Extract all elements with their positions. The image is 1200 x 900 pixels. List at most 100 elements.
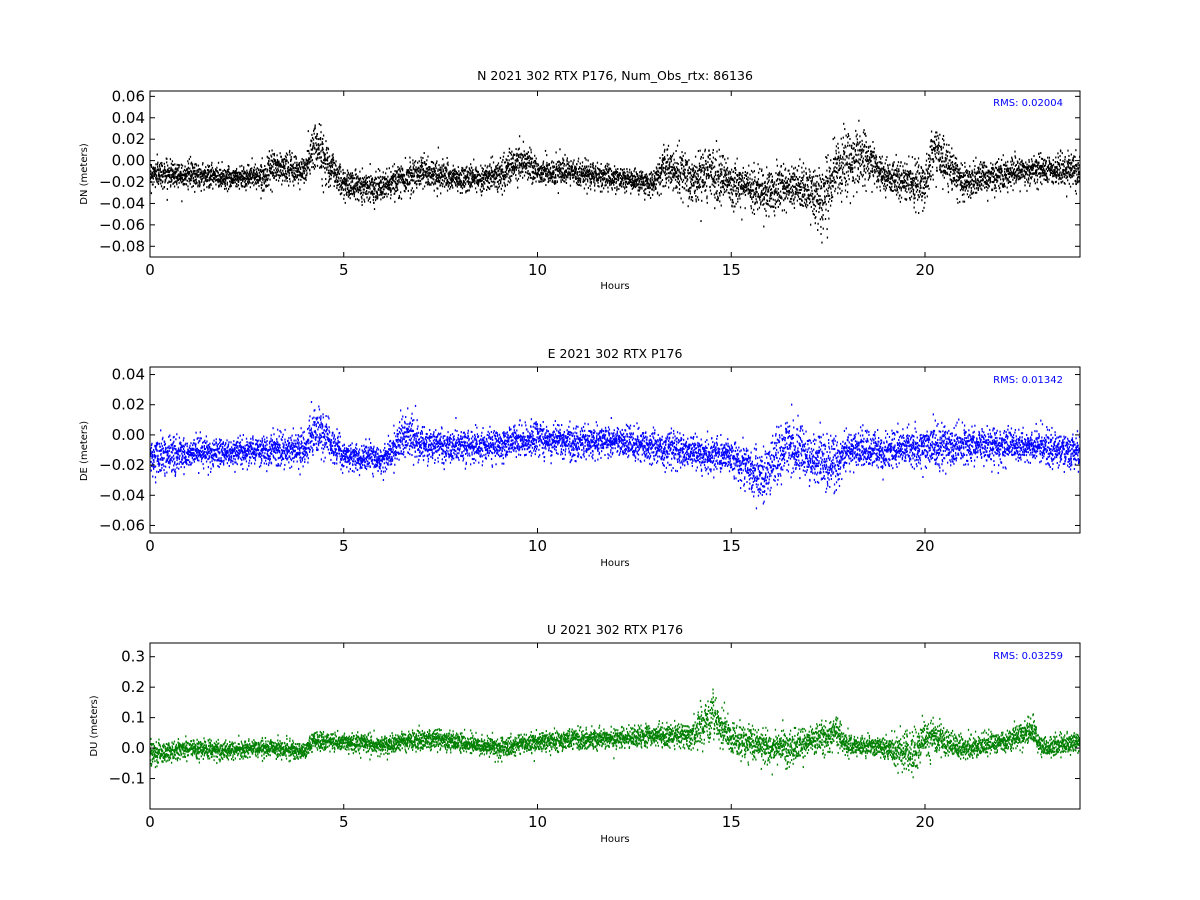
north-data-point [439,180,441,183]
north-data-point [719,175,721,178]
north-data-point [547,177,550,180]
north-data-point [410,172,413,175]
north-data-point [335,160,337,163]
north-data-point [648,182,650,185]
north-data-point [292,174,294,177]
north-data-point [438,174,441,177]
north-data-point [348,176,350,179]
north-data-point [570,170,572,173]
north-data-point [683,168,685,171]
north-data-point [749,189,751,192]
north-data-point [513,171,515,174]
north-data-point [189,182,191,185]
north-data-point [188,180,190,183]
north-data-point [593,177,596,180]
north-data-point [432,170,434,173]
north-data-point [255,188,258,191]
north-data-point [274,171,277,174]
north-data-point [804,185,806,188]
north-data-point [263,170,265,173]
north-data-point [289,167,291,170]
north-data-point [414,181,417,184]
north-data-point [689,171,691,174]
north-data-point [157,168,159,171]
north-data-point [586,171,588,174]
north-data-point [208,170,210,173]
north-data-point [357,175,359,178]
north-data-point [797,181,800,184]
north-data-point [515,177,517,180]
north-data-point [303,165,305,168]
north-data-point [677,163,679,166]
north-data-point [799,186,801,188]
north-data-point [679,156,682,159]
north-data-point [375,195,377,198]
north-data-point [396,186,398,189]
north-data-point [791,195,793,198]
north-data-point [456,172,459,175]
north-data-point [551,172,554,175]
north-data-point [615,180,617,183]
north-data-point [692,176,695,179]
north-data-point [762,174,764,177]
north-data-point [319,156,321,159]
north-data-point [299,167,302,170]
north-data-point [662,157,664,160]
north-data-point [473,177,475,180]
north-data-point [587,173,590,176]
north-data-point [519,153,521,156]
north-data-point [219,183,221,186]
north-data-point [180,181,183,184]
north-data-point [603,172,606,175]
north-data-point [236,185,238,188]
north-data-point [224,178,226,181]
north-data-point [443,174,446,177]
north-data-point [645,179,648,182]
north-data-point [421,178,423,181]
north-data-point [375,196,377,199]
north-data-point [411,169,413,172]
north-data-point [522,162,524,165]
north-data-point [457,190,459,193]
north-data-point [231,171,234,174]
north-data-point [632,181,634,184]
north-data-point [606,178,608,181]
north-data-point [609,168,612,171]
north-data-point [348,173,350,176]
north-data-point [608,169,610,172]
north-data-point [689,190,691,193]
north-data-point [656,192,659,195]
north-data-point [630,183,632,186]
north-data-point [332,156,334,159]
north-data-point [412,191,414,194]
north-data-point [217,178,220,181]
north-data-point [391,181,394,184]
north-data-point [349,186,352,189]
north-data-point [461,187,464,190]
north-data-point [679,172,682,175]
north-data-point [469,186,471,189]
north-data-point [668,179,670,182]
north-data-point [790,180,792,183]
north-data-point [300,172,302,175]
north-data-point [360,183,363,186]
north-data-point [710,174,712,177]
north-data-point [620,168,622,171]
north-data-point [741,176,744,179]
north-data-point [767,190,769,193]
north-data-point [315,150,318,153]
north-data-point [407,183,409,186]
north-data-point [436,195,438,198]
north-data-point [357,183,359,186]
north-data-point [443,164,445,167]
north-data-point [466,165,468,168]
north-data-point [749,196,752,198]
north-data-point [610,180,612,183]
north-data-point [786,186,788,189]
north-data-point [230,173,232,176]
north-data-point [301,176,304,179]
north-data-point [784,187,786,190]
north-data-point [739,173,741,176]
north-data-point [508,176,510,179]
north-data-point [366,186,368,189]
